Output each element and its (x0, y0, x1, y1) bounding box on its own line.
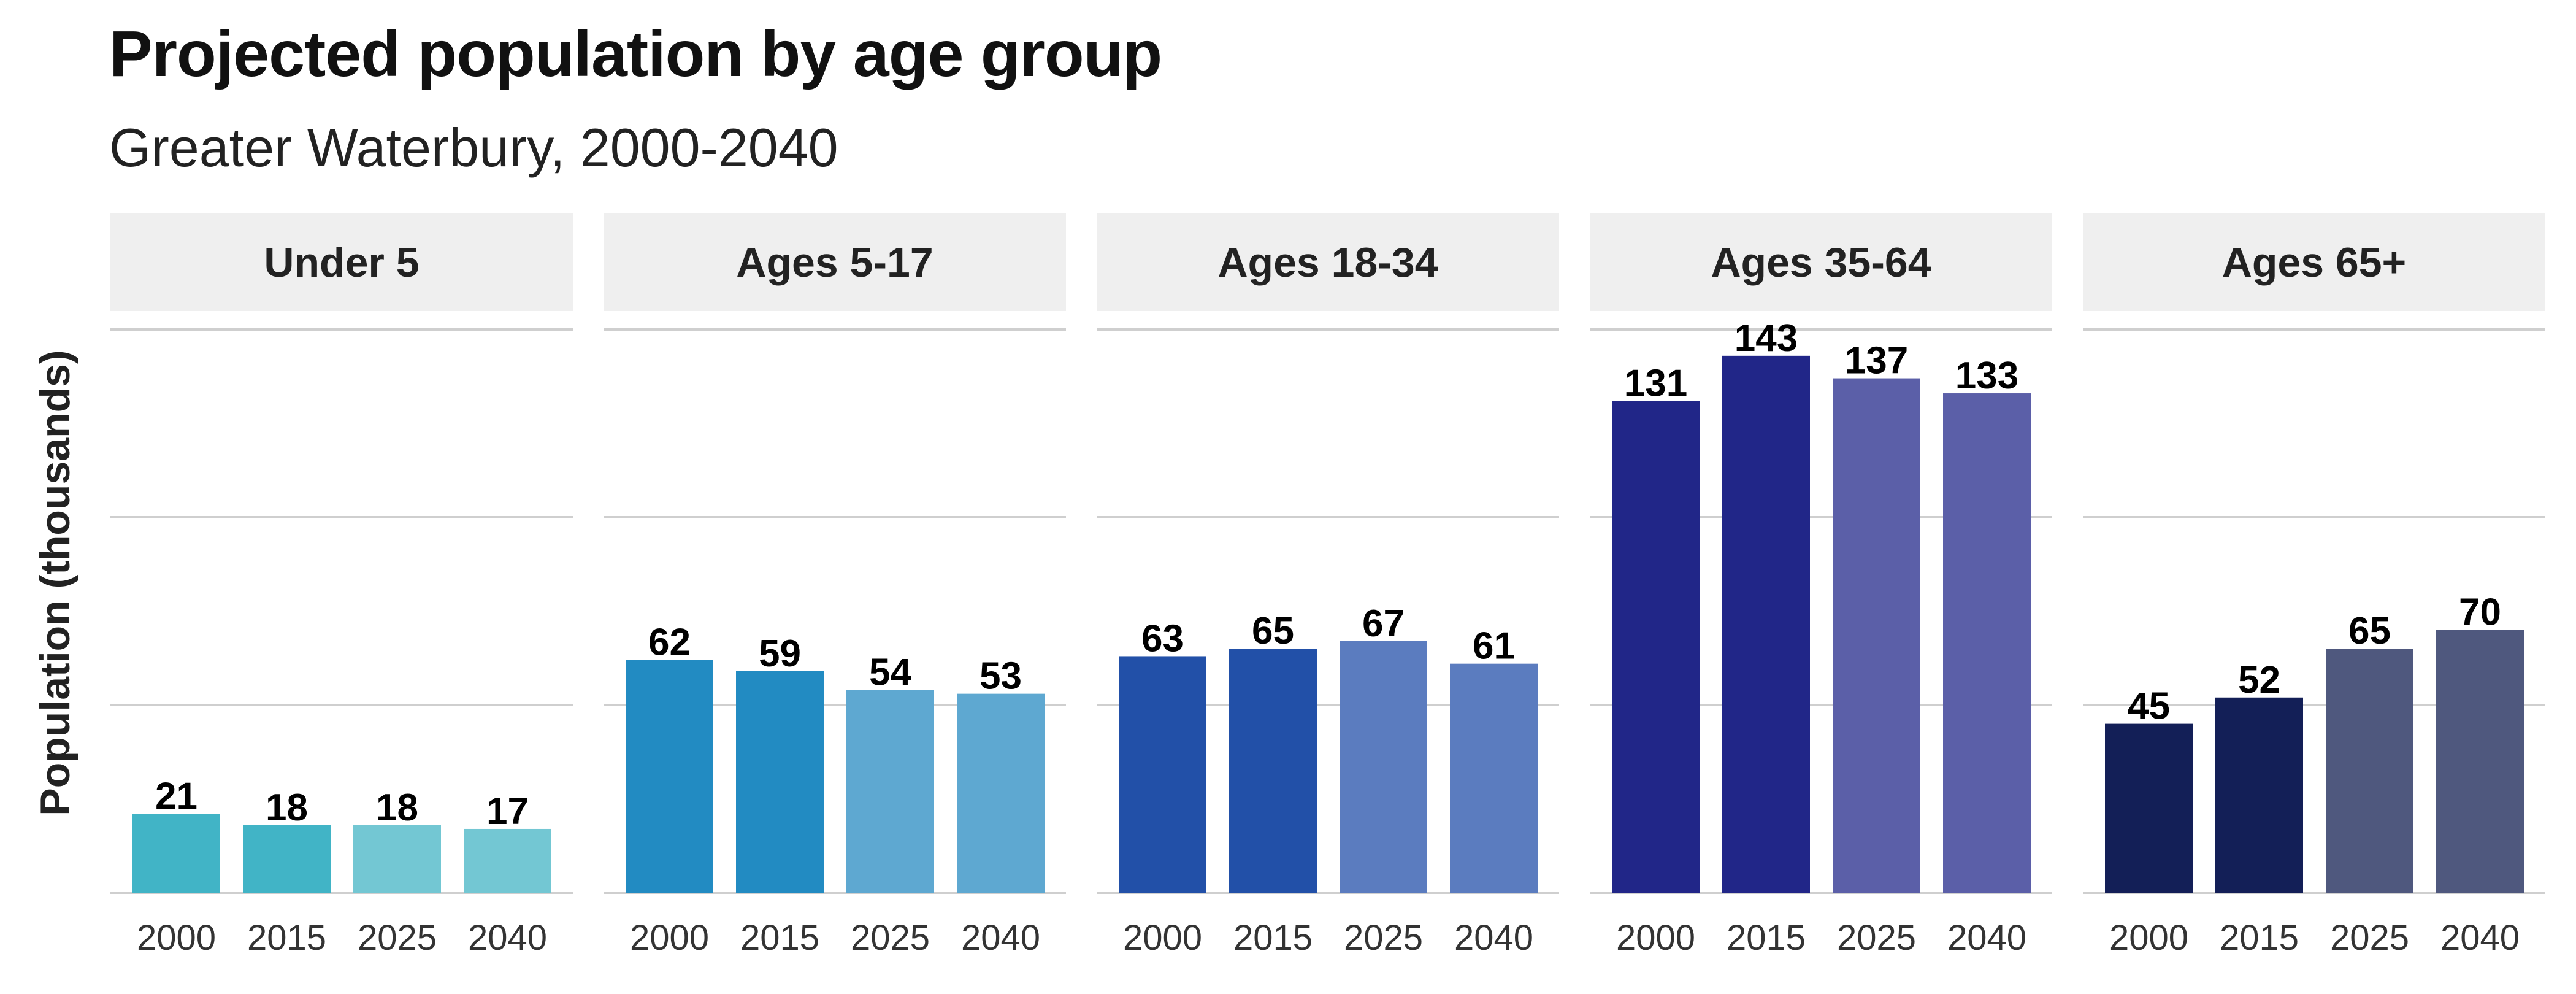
bar (1229, 649, 1317, 893)
bar (243, 825, 331, 893)
bar (736, 671, 824, 893)
x-tick-label: 2025 (851, 918, 930, 958)
bar (957, 693, 1045, 893)
x-tick-label: 2000 (1616, 918, 1695, 958)
panel-0: Under 5 21 2000 18 2015 18 2025 17 2040 (110, 213, 573, 958)
bar (1943, 393, 2031, 893)
bar (626, 660, 713, 893)
x-tick-label: 2015 (1233, 918, 1313, 958)
x-tick-label: 2040 (2440, 918, 2520, 958)
bar (1340, 641, 1427, 893)
bar (1833, 378, 1920, 893)
data-label: 131 (1624, 362, 1687, 404)
bar (1722, 355, 1810, 893)
bar (2436, 630, 2524, 893)
panel-1: Ages 5-17 62 2000 59 2015 54 2025 53 2040 (604, 213, 1066, 958)
facet-label: Ages 18-34 (1217, 239, 1438, 286)
data-label: 63 (1141, 617, 1184, 660)
data-label: 18 (376, 787, 418, 829)
x-tick-label: 2040 (1454, 918, 1533, 958)
data-label: 54 (869, 652, 911, 694)
data-label: 65 (1252, 610, 1294, 652)
x-tick-label: 2040 (1947, 918, 2026, 958)
x-tick-label: 2000 (1123, 918, 1202, 958)
x-tick-label: 2000 (630, 918, 709, 958)
x-tick-label: 2040 (468, 918, 547, 958)
x-tick-label: 2015 (2220, 918, 2299, 958)
bar (1119, 656, 1206, 893)
bar (132, 814, 220, 893)
data-label: 143 (1735, 317, 1798, 360)
data-label: 67 (1362, 603, 1405, 645)
bar (2215, 697, 2303, 893)
facet-label: Ages 35-64 (1711, 239, 1931, 286)
data-label: 61 (1473, 625, 1515, 668)
data-label: 18 (266, 787, 308, 829)
facet-strip (1590, 213, 2052, 311)
data-label: 133 (1955, 355, 2018, 397)
data-label: 62 (648, 622, 691, 664)
data-label: 59 (759, 633, 801, 675)
bar (1612, 401, 1700, 893)
facet-strip (1097, 213, 1559, 311)
data-label: 45 (2128, 685, 2170, 728)
bar (846, 690, 934, 893)
facet-label: Ages 65+ (2222, 239, 2407, 286)
data-label: 70 (2459, 591, 2501, 634)
panel-2: Ages 18-34 63 2000 65 2015 67 2025 61 2040 (1097, 213, 1559, 958)
panel-4: Ages 65+ 45 2000 52 2015 65 2025 70 2040 (2083, 213, 2545, 958)
bar (464, 828, 551, 893)
data-label: 137 (1845, 340, 1908, 382)
facet-strip (110, 213, 573, 311)
x-tick-label: 2015 (1727, 918, 1806, 958)
data-label: 52 (2238, 659, 2280, 701)
facet-label: Under 5 (264, 239, 419, 286)
bar (2105, 723, 2193, 893)
facet-strip (2083, 213, 2545, 311)
x-tick-label: 2025 (1344, 918, 1423, 958)
panel-3: Ages 35-64 131 2000 143 2015 137 2025 133 2040 (1590, 213, 2052, 958)
facet-strip (604, 213, 1066, 311)
bar (353, 825, 441, 893)
x-tick-label: 2015 (740, 918, 819, 958)
data-label: 53 (979, 655, 1022, 698)
x-tick-label: 2025 (358, 918, 437, 958)
x-tick-label: 2025 (2330, 918, 2409, 958)
x-tick-label: 2000 (137, 918, 216, 958)
chart-title: Projected population by age group (109, 18, 1162, 90)
facet-label: Ages 5-17 (736, 239, 933, 286)
bar (1450, 663, 1538, 893)
data-label: 21 (155, 775, 197, 817)
x-tick-label: 2000 (2109, 918, 2188, 958)
chart-subtitle: Greater Waterbury, 2000-2040 (109, 117, 838, 178)
x-tick-label: 2040 (961, 918, 1040, 958)
x-tick-label: 2025 (1837, 918, 1916, 958)
bar (2326, 649, 2413, 893)
data-label: 17 (486, 790, 529, 833)
data-label: 65 (2348, 610, 2391, 652)
x-tick-label: 2015 (247, 918, 326, 958)
